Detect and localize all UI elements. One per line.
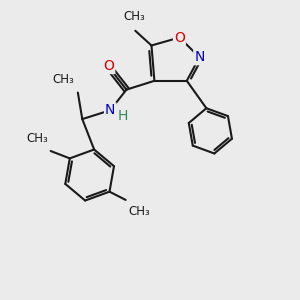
Text: CH₃: CH₃ [123,10,145,22]
Text: CH₃: CH₃ [52,73,74,86]
Text: O: O [174,31,185,44]
Text: N: N [194,50,205,64]
Text: H: H [117,109,128,122]
Text: CH₃: CH₃ [128,205,150,218]
Text: N: N [105,103,116,117]
Text: O: O [103,59,114,73]
Text: CH₃: CH₃ [26,132,48,145]
